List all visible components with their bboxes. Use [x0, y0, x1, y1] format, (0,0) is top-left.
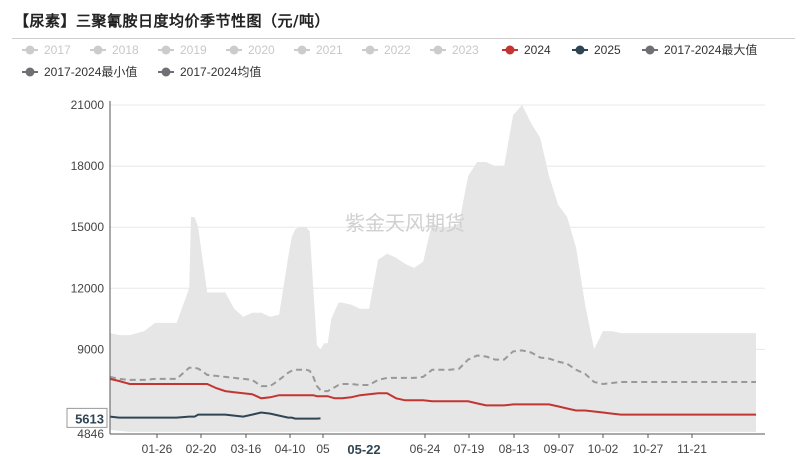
x-tick-label: 02-20	[186, 442, 217, 456]
y-pointer-label: 5613	[75, 411, 104, 426]
legend-marker	[575, 45, 585, 55]
legend-marker	[25, 45, 35, 55]
legend-label: 2025	[594, 43, 621, 57]
legend-label: 2024	[524, 43, 551, 57]
legend-label: 2018	[112, 43, 139, 57]
legend-label: 2023	[452, 43, 479, 57]
legend-item-3[interactable]: 2020	[226, 43, 275, 57]
legend-item-10[interactable]: 2017-2024最小值	[22, 64, 137, 79]
x-tick-label: 04-10	[275, 442, 306, 456]
legend-item-2[interactable]: 2019	[158, 43, 207, 57]
x-tick-label: 10-27	[633, 442, 664, 456]
watermark: 紫金天风期货	[345, 211, 465, 235]
x-pointer-bg	[337, 439, 391, 458]
x-tick-label: 11-21	[677, 442, 707, 456]
x-tick-label: 08-13	[499, 442, 530, 456]
series-line-2024	[109, 377, 756, 416]
legend-item-9[interactable]: 2017-2024最大值	[642, 42, 757, 57]
legend-item-4[interactable]: 2021	[294, 43, 343, 57]
legend-item-7[interactable]: 2024	[502, 43, 551, 57]
x-tick-label: 06-24	[410, 442, 441, 456]
title-divider	[12, 38, 795, 39]
y-tick-label: 15000	[71, 220, 105, 234]
page-title: 【尿素】三聚氰胺日度均价季节性图（元/吨）	[14, 12, 330, 30]
legend-label: 2019	[180, 43, 207, 57]
legend-label: 2017-2024最小值	[44, 64, 137, 79]
x-tick-label: 10-02	[588, 442, 619, 456]
x-tick-label: 09-07	[544, 442, 575, 456]
series-line-20172024avg	[109, 349, 756, 393]
y-tick-label: 12000	[71, 281, 105, 295]
legend-marker	[161, 45, 171, 55]
legend-label: 2020	[248, 43, 275, 57]
legend-marker	[365, 45, 375, 55]
x-pointer-label: 05-22	[347, 442, 380, 457]
legend-marker	[645, 45, 655, 55]
x-tick-label: 07-19	[454, 442, 485, 456]
legend-item-11[interactable]: 2017-2024均值	[158, 64, 261, 79]
legend-marker	[505, 45, 515, 55]
series-lines	[109, 349, 756, 420]
legend-item-0[interactable]: 2017	[22, 43, 71, 57]
legend-label: 2017	[44, 43, 71, 57]
legend-marker	[161, 67, 171, 77]
legend-item-8[interactable]: 2025	[572, 43, 621, 57]
y-pointer-bg	[66, 407, 108, 428]
legend-marker	[229, 45, 239, 55]
legend-item-5[interactable]: 2022	[362, 43, 411, 57]
legend-label: 2021	[316, 43, 343, 57]
axes: 21000 18000 15000 12000 9000 4846 01-26 02-20 03…	[66, 98, 765, 458]
legend-item-1[interactable]: 2018	[90, 43, 139, 57]
legend: 2017 2018 2019 2020 2021 2022 2023 2024 2025 2017…	[22, 42, 757, 79]
legend-label: 2022	[384, 43, 411, 57]
legend-marker	[25, 67, 35, 77]
x-tick-label: 01-26	[142, 442, 173, 456]
y-tick-label: 4846	[77, 427, 104, 441]
x-tick-label: 03-16	[231, 442, 262, 456]
band-area	[110, 105, 756, 432]
max-min-band	[110, 105, 756, 432]
y-tick-label: 9000	[77, 342, 104, 356]
legend-label: 2017-2024最大值	[664, 42, 757, 57]
legend-marker	[297, 45, 307, 55]
y-tick-label: 18000	[71, 159, 105, 173]
legend-label: 2017-2024均值	[180, 64, 261, 79]
y-tick-label: 21000	[71, 98, 105, 112]
series-line-2025	[109, 411, 321, 420]
legend-marker	[433, 45, 443, 55]
legend-marker	[93, 45, 103, 55]
x-tick-label: 05	[316, 442, 330, 456]
legend-item-6[interactable]: 2023	[430, 43, 479, 57]
